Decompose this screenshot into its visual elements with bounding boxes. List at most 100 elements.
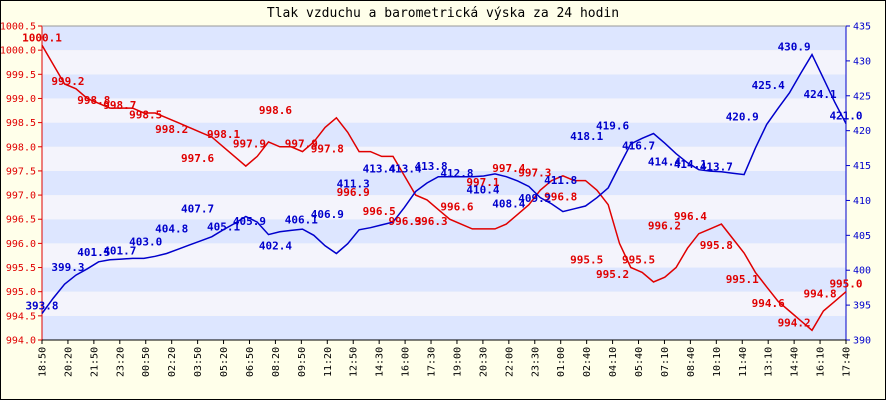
altitude-data-label: 409.2 xyxy=(518,192,551,205)
x-tick-label: 03:50 xyxy=(193,347,204,377)
x-tick-label: 22:00 xyxy=(504,347,515,377)
series-lines xyxy=(41,44,847,332)
pressure-data-label: 996.8 xyxy=(544,191,577,204)
x-tick-label: 21:50 xyxy=(89,347,100,377)
x-tick-label: 16:10 xyxy=(816,347,827,377)
pressure-data-label: 998.8 xyxy=(77,94,110,107)
pressure-data-label: 995.5 xyxy=(622,254,655,267)
left-tick-label: 997.0 xyxy=(6,191,36,202)
pressure-data-label: 996.2 xyxy=(648,220,681,233)
altitude-data-label: 413.8 xyxy=(414,160,447,173)
pressure-data-label: 994.2 xyxy=(778,316,811,329)
grid-band xyxy=(42,146,846,171)
right-tick-label: 415 xyxy=(853,161,871,172)
x-tick-label: 11:20 xyxy=(323,347,334,377)
x-tick-label: 14:30 xyxy=(375,347,386,377)
x-tick-label: 23:30 xyxy=(530,347,541,377)
left-tick-label: 997.5 xyxy=(6,166,36,177)
grid-band xyxy=(42,26,846,51)
right-tick-label: 395 xyxy=(853,301,871,312)
x-tick-label: 18:50 xyxy=(38,347,49,377)
x-tick-label: 08:40 xyxy=(686,347,697,377)
grid-band xyxy=(42,50,846,75)
left-tick-label: 999.5 xyxy=(6,70,36,81)
altitude-data-label: 419.6 xyxy=(596,119,629,132)
x-tick-label: 20:30 xyxy=(478,347,489,377)
altitude-data-label: 406.1 xyxy=(285,214,318,227)
left-tick-label: 999.0 xyxy=(6,94,36,105)
pressure-data-label: 998.1 xyxy=(207,128,240,141)
x-tick-label: 05:40 xyxy=(634,347,645,377)
altitude-data-label: 407.7 xyxy=(181,202,214,215)
altitude-data-label: 414.4 xyxy=(648,156,681,169)
pressure-data-label: 996.4 xyxy=(674,210,707,223)
grid-band xyxy=(42,74,846,99)
x-tick-label: 19:00 xyxy=(452,347,463,377)
right-tick-label: 400 xyxy=(853,266,871,277)
altitude-data-label: 414.1 xyxy=(674,158,707,171)
pressure-data-label: 994.8 xyxy=(804,287,837,300)
x-tick-label: 10:10 xyxy=(712,347,723,377)
altitude-data-label: 401.5 xyxy=(77,246,110,259)
pressure-data-label: 996.9 xyxy=(337,186,370,199)
pressure-data-label: 998.5 xyxy=(129,109,162,122)
pressure-data-label: 997.1 xyxy=(466,176,499,189)
pressure-data-label: 995.8 xyxy=(700,239,733,252)
right-tick-label: 390 xyxy=(853,336,871,347)
left-tick-label: 995.5 xyxy=(6,263,36,274)
pressure-line xyxy=(41,44,847,332)
altitude-data-label: 399.3 xyxy=(51,261,84,274)
x-tick-label: 12:50 xyxy=(349,347,360,377)
pressure-data-label: 995.1 xyxy=(726,273,759,286)
altitude-data-label: 404.8 xyxy=(155,223,188,236)
x-tick-label: 17:40 xyxy=(842,347,853,377)
pressure-data-label: 997.9 xyxy=(233,138,266,151)
pressure-data-label: 997.9 xyxy=(285,138,318,151)
left-tick-label: 998.0 xyxy=(6,142,36,153)
pressure-data-label: 995.5 xyxy=(570,254,603,267)
altitude-data-label: 416.7 xyxy=(622,140,655,153)
left-tick-label: 1000.5 xyxy=(0,22,36,33)
altitude-data-label: 410.4 xyxy=(466,184,499,197)
x-tick-label: 05:20 xyxy=(219,347,230,377)
pressure-data-label: 998.2 xyxy=(155,123,188,136)
left-tick-label: 994.0 xyxy=(6,336,36,347)
altitude-data-label: 420.9 xyxy=(726,110,759,123)
pressure-data-label: 995.2 xyxy=(596,268,629,281)
altitude-data-label: 405.1 xyxy=(207,221,240,234)
altitude-data-label: 413.7 xyxy=(700,161,733,174)
pressure-data-label: 995.0 xyxy=(829,278,862,291)
right-tick-label: 425 xyxy=(853,91,871,102)
x-tick-label: 01:00 xyxy=(556,347,567,377)
pressure-data-label: 1000.1 xyxy=(22,31,62,44)
grid-band xyxy=(42,122,846,147)
pressure-data-label: 996.6 xyxy=(440,200,473,213)
altitude-data-label: 405.9 xyxy=(233,215,266,228)
pressure-data-label: 997.6 xyxy=(181,152,214,165)
right-tick-label: 410 xyxy=(853,196,871,207)
altitude-data-label: 403.0 xyxy=(129,235,162,248)
tick-labels: 994.0 994.5 995.0 995.5 996.0 996.5 997.0 997.5… xyxy=(0,22,871,378)
altitude-data-label: 430.9 xyxy=(778,41,811,54)
pressure-data-label: 997.4 xyxy=(492,162,525,175)
x-tick-label: 02:20 xyxy=(167,347,178,377)
x-tick-label: 20:20 xyxy=(63,347,74,377)
pressure-data-label: 996.5 xyxy=(363,205,396,218)
altitude-data-label: 393.8 xyxy=(25,299,58,312)
x-tick-label: 23:20 xyxy=(115,347,126,377)
left-tick-label: 998.5 xyxy=(6,118,36,129)
x-tick-label: 17:30 xyxy=(427,347,438,377)
x-tick-label: 06:50 xyxy=(245,347,256,377)
altitude-data-label: 411.3 xyxy=(337,177,370,190)
altitude-data-label: 401.7 xyxy=(103,244,136,257)
left-tick-label: 1000.0 xyxy=(0,46,36,57)
x-tick-label: 14:40 xyxy=(790,347,801,377)
grid-band xyxy=(42,315,846,340)
altitude-data-label: 418.1 xyxy=(570,130,603,143)
pressure-data-label: 997.3 xyxy=(518,167,551,180)
grid-band xyxy=(42,98,846,123)
right-tick-label: 430 xyxy=(853,56,871,67)
grid-band xyxy=(42,291,846,316)
